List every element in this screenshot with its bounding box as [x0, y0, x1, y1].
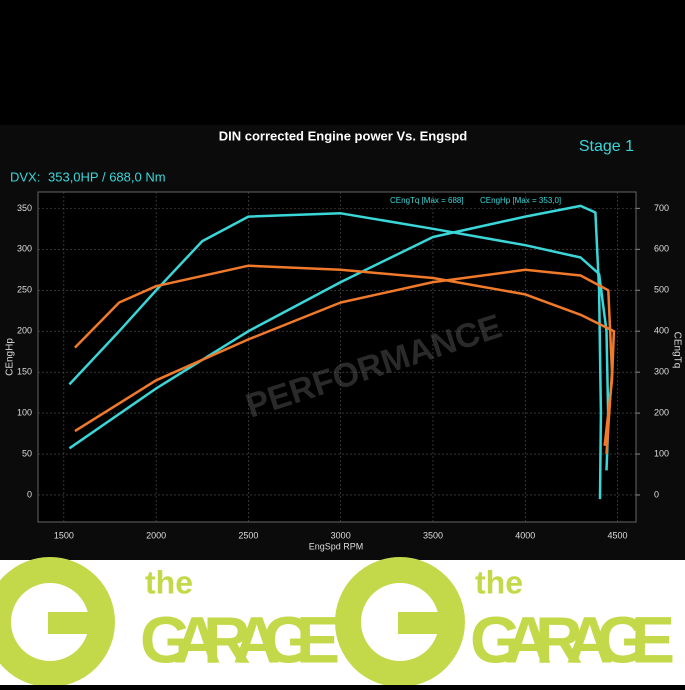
x-tick-label: 4000 — [515, 530, 535, 540]
x-axis-label: EngSpd RPM — [309, 541, 364, 551]
x-tick-label: 4500 — [608, 530, 628, 540]
logo-bar — [48, 612, 108, 634]
y2-tick-label: 600 — [654, 244, 669, 254]
brand-logo: the GARAGE the GARAGE — [0, 557, 675, 687]
y-axis-label: CEngHp — [5, 338, 16, 376]
brand-small: the — [145, 564, 193, 600]
y2-tick-label: 700 — [654, 203, 669, 213]
y2-axis-label: CEngTq — [671, 332, 682, 369]
y-tick-label: 200 — [17, 326, 32, 336]
series-line — [74, 268, 614, 455]
legend-entry: CEngHp [Max = 353,0] — [480, 196, 561, 205]
x-tick-label: 2000 — [146, 530, 166, 540]
chart-title: DIN corrected Engine power Vs. Engspd — [219, 128, 468, 143]
x-tick-label: 3500 — [423, 530, 443, 540]
y2-tick-label: 200 — [654, 407, 669, 417]
y-tick-label: 250 — [17, 285, 32, 295]
y2-tick-label: 100 — [654, 448, 669, 458]
y2-tick-label: 500 — [654, 285, 669, 295]
y2-tick-label: 300 — [654, 367, 669, 377]
summary-value: 353,0HP / 688,0 Nm — [48, 169, 166, 184]
x-tick-label: 3000 — [331, 530, 351, 540]
stage-label: Stage 1 — [579, 138, 634, 155]
y-tick-label: 150 — [17, 367, 32, 377]
y-tick-label: 50 — [22, 448, 32, 458]
brand-big: GARAGE — [470, 602, 675, 676]
y-tick-label: 350 — [17, 203, 32, 213]
brand-small: the — [475, 564, 523, 600]
brand-big: GARAGE — [140, 602, 340, 676]
summary-label: DVX: — [10, 169, 40, 184]
series-line — [68, 212, 610, 471]
series-line — [74, 264, 616, 446]
logo-bar — [398, 612, 458, 634]
y2-tick-label: 0 — [654, 489, 659, 499]
y2-tick-label: 400 — [654, 326, 669, 336]
x-tick-label: 1500 — [54, 530, 74, 540]
y-tick-label: 300 — [17, 244, 32, 254]
x-tick-label: 2500 — [238, 530, 258, 540]
y-tick-label: 100 — [17, 407, 32, 417]
plot-area — [37, 191, 637, 523]
legend-entry: CEngTq [Max = 688] — [390, 196, 464, 205]
y-tick-label: 0 — [27, 489, 32, 499]
series-line — [68, 204, 603, 500]
